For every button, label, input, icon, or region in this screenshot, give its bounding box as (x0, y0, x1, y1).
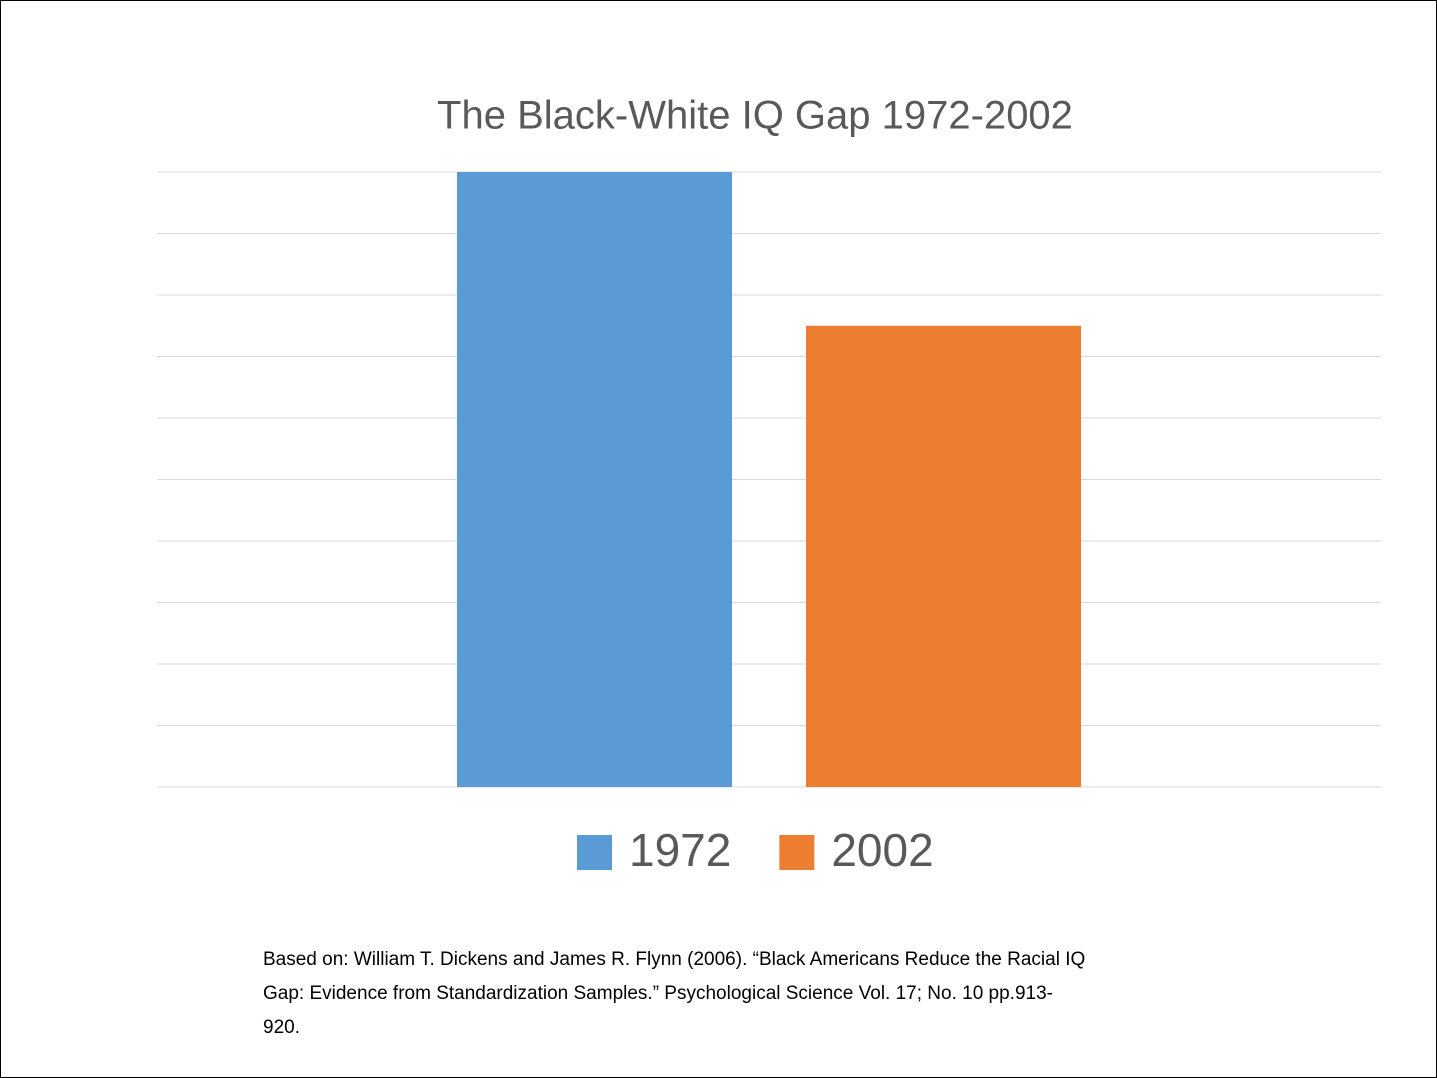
bar (806, 325, 1081, 787)
source-line: Gap: Evidence from Standardization Sampl… (263, 983, 1053, 1004)
legend-swatch (577, 835, 612, 870)
bar (457, 172, 732, 787)
legend-label: 1972 (629, 824, 731, 876)
chart-title: The Black-White IQ Gap 1972-2002 (437, 94, 1073, 138)
source-line: 920. (263, 1017, 300, 1038)
legend-label: 2002 (831, 824, 933, 876)
source-line: Based on: William T. Dickens and James R… (263, 949, 1085, 970)
legend-swatch (779, 835, 815, 870)
